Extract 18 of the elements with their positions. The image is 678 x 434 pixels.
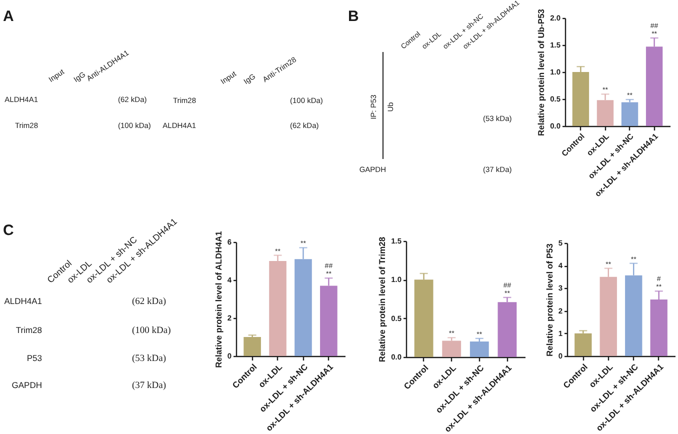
y-axis-title: Relative protein level of Trim28 [377,236,388,362]
bar [442,340,462,357]
y-axis-title: Relative protein level of ALDH4A1 [213,230,224,368]
text: ALDH4A1 [4,296,42,306]
bar [498,302,517,357]
text: (37 kDa) [132,381,166,391]
text: GAPDH [12,380,42,390]
text: (100 kDa) [132,326,171,336]
text: B [348,8,359,25]
text: P53 [26,353,42,363]
y-axis-title: Relative protein level of Ub-P53 [536,8,546,136]
text: (62 kDa) [132,297,166,307]
y-axis-title: Relative protein level of P53 [544,243,554,356]
text: C [3,222,14,239]
text: A [3,8,14,25]
text: Trim28 [16,325,42,335]
bar [470,342,489,357]
text: (53 kDa) [132,354,166,364]
